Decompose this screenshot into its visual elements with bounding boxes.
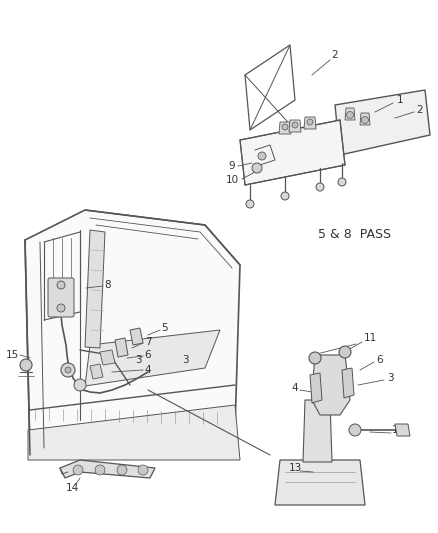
Circle shape [138, 465, 148, 475]
Text: 8: 8 [104, 280, 111, 290]
Text: 7: 7 [145, 337, 151, 347]
Polygon shape [341, 368, 353, 398]
Polygon shape [240, 120, 344, 185]
Circle shape [348, 424, 360, 436]
Text: 13: 13 [288, 463, 301, 473]
Circle shape [74, 379, 86, 391]
Circle shape [95, 465, 105, 475]
Text: 4: 4 [145, 365, 151, 375]
Circle shape [61, 363, 75, 377]
Polygon shape [25, 210, 240, 455]
Polygon shape [344, 108, 354, 120]
Circle shape [251, 163, 261, 173]
Text: 14: 14 [65, 483, 78, 493]
Text: 2: 2 [416, 105, 422, 115]
Circle shape [337, 178, 345, 186]
Circle shape [57, 304, 65, 312]
Polygon shape [60, 460, 155, 478]
Polygon shape [311, 355, 349, 415]
Text: 2: 2 [331, 50, 338, 60]
Text: 6: 6 [376, 355, 382, 365]
Circle shape [258, 152, 265, 160]
Text: 15: 15 [5, 350, 18, 360]
Text: 4: 4 [291, 383, 298, 393]
Polygon shape [302, 400, 331, 462]
Polygon shape [279, 122, 290, 134]
Polygon shape [115, 338, 128, 357]
Circle shape [245, 200, 254, 208]
Circle shape [346, 111, 353, 118]
Polygon shape [303, 117, 315, 129]
Text: 5: 5 [161, 323, 168, 333]
Text: 11: 11 [363, 333, 376, 343]
Circle shape [338, 346, 350, 358]
Polygon shape [394, 424, 409, 436]
Circle shape [65, 367, 71, 373]
Text: 5 & 8  PASS: 5 & 8 PASS [318, 229, 391, 241]
Polygon shape [288, 120, 300, 132]
Polygon shape [100, 350, 115, 365]
Polygon shape [85, 330, 219, 386]
Polygon shape [274, 460, 364, 505]
Polygon shape [334, 90, 429, 155]
Polygon shape [359, 113, 369, 125]
Text: 1: 1 [396, 95, 403, 105]
Circle shape [57, 281, 65, 289]
Polygon shape [130, 328, 143, 345]
Circle shape [308, 352, 320, 364]
Text: 3: 3 [134, 355, 141, 365]
Text: 3: 3 [181, 355, 188, 365]
Text: 9: 9 [228, 161, 235, 171]
Polygon shape [28, 405, 240, 460]
Text: 12: 12 [391, 425, 404, 435]
Circle shape [315, 183, 323, 191]
Polygon shape [309, 373, 321, 403]
Circle shape [117, 465, 127, 475]
Circle shape [306, 119, 312, 125]
Polygon shape [90, 364, 103, 379]
Circle shape [280, 192, 288, 200]
FancyBboxPatch shape [48, 278, 74, 317]
Circle shape [73, 465, 83, 475]
Circle shape [20, 359, 32, 371]
Text: 10: 10 [225, 175, 238, 185]
Circle shape [360, 117, 367, 124]
Text: 6: 6 [145, 350, 151, 360]
Circle shape [291, 122, 297, 128]
Text: 3: 3 [386, 373, 392, 383]
Circle shape [281, 124, 287, 130]
Polygon shape [85, 230, 105, 348]
